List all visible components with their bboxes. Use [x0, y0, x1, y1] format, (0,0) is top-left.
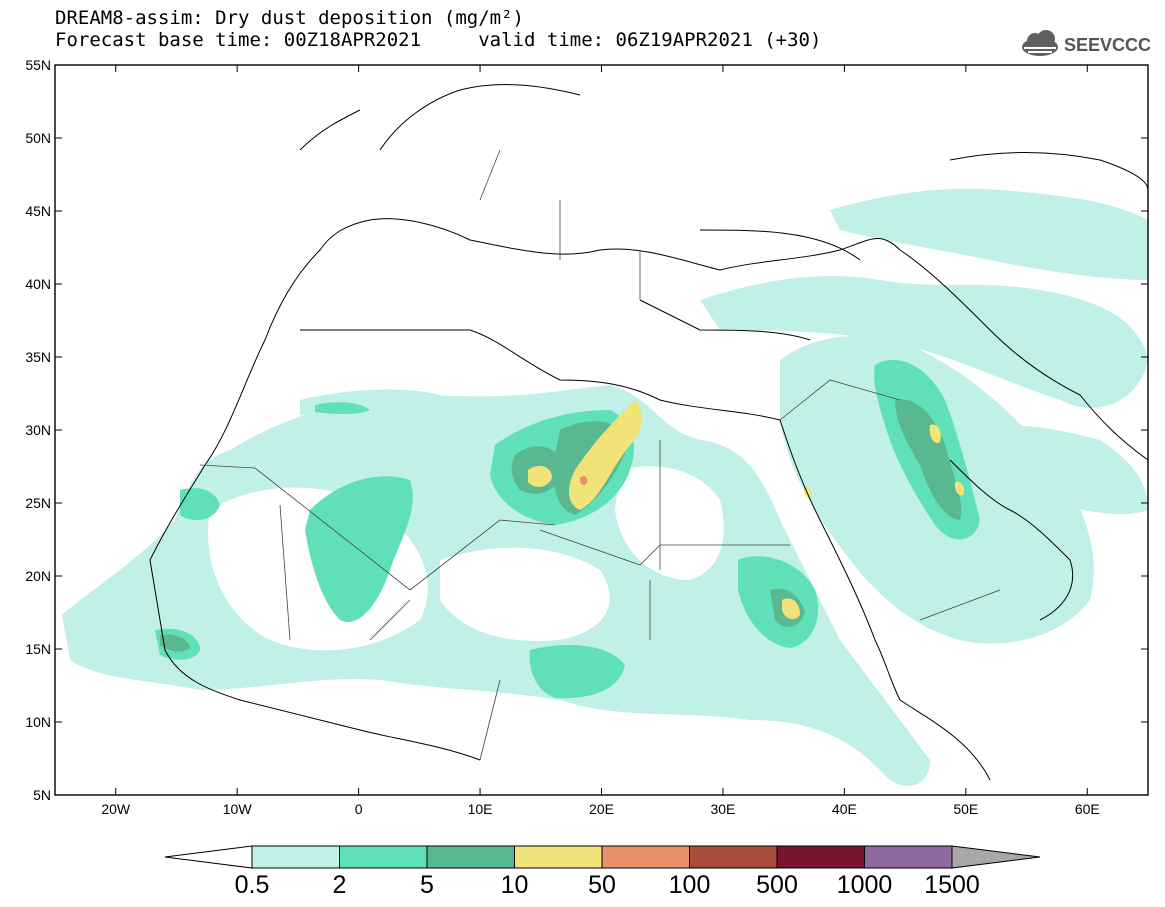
legend-label: 100 — [669, 871, 711, 899]
legend-swatch — [426, 845, 515, 869]
legend-label: 5 — [420, 871, 434, 899]
legend-over-arrow — [951, 845, 1041, 869]
lat-label: 55N — [25, 57, 51, 73]
forecast-time-subtitle: Forecast base time: 00Z18APR2021 valid t… — [55, 29, 822, 51]
lat-label: 10N — [25, 714, 51, 730]
map-title: DREAM8-assim: Dry dust deposition (mg/m²… — [55, 7, 524, 29]
lon-label: 10E — [468, 801, 493, 817]
lon-label: 50E — [953, 801, 978, 817]
legend-label: 500 — [756, 871, 798, 899]
country-borders — [199, 149, 1001, 761]
lat-label: 25N — [25, 495, 51, 511]
legend-swatch — [251, 845, 340, 869]
lat-label: 5N — [33, 787, 51, 803]
lon-label: 60E — [1075, 801, 1100, 817]
lon-label: 0 — [355, 801, 363, 817]
legend-swatch — [776, 845, 865, 869]
lat-label: 50N — [25, 130, 51, 146]
lat-label: 40N — [25, 276, 51, 292]
legend-under-arrow — [164, 845, 253, 869]
lon-label: 20E — [589, 801, 614, 817]
cloud-icon — [1022, 30, 1058, 56]
legend-swatch — [689, 845, 778, 869]
lat-label: 15N — [25, 641, 51, 657]
lon-label: 20W — [101, 801, 131, 817]
legend-swatch — [601, 845, 690, 869]
lon-label: 30E — [710, 801, 735, 817]
legend-label: 1000 — [837, 871, 893, 899]
seevccc-logo: SEEVCCC — [1022, 30, 1151, 56]
logo-text: SEEVCCC — [1064, 35, 1151, 55]
dust-shading — [62, 188, 1148, 787]
legend-label: 10 — [501, 871, 529, 899]
legend-label: 1500 — [924, 871, 980, 899]
lon-label: 10W — [223, 801, 253, 817]
legend-swatch — [864, 845, 953, 869]
legend-swatch — [339, 845, 428, 869]
coastlines — [149, 84, 1149, 781]
lon-label: 40E — [832, 801, 857, 817]
lat-label: 45N — [25, 203, 51, 219]
legend-label: 50 — [588, 871, 616, 899]
legend-label: 0.5 — [235, 871, 270, 899]
lat-label: 35N — [25, 349, 51, 365]
color-legend — [164, 845, 1041, 869]
legend-label: 2 — [333, 871, 347, 899]
lat-label: 20N — [25, 568, 51, 584]
legend-swatch — [514, 845, 603, 869]
lat-label: 30N — [25, 422, 51, 438]
